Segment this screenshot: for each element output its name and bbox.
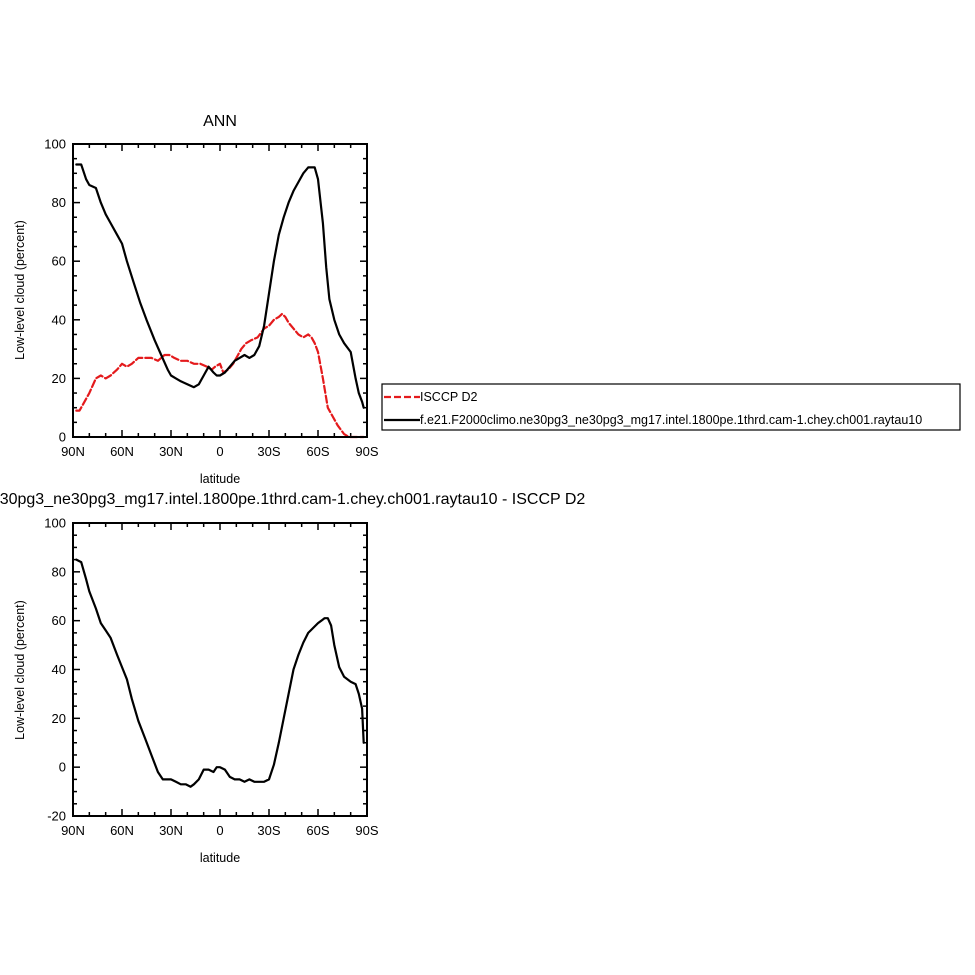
y-tick-label: 80 xyxy=(52,564,66,579)
top-series-lines xyxy=(75,163,365,439)
x-tick-label: 30S xyxy=(257,823,280,838)
series-line-model xyxy=(75,558,365,788)
y-tick-label: 40 xyxy=(52,662,66,677)
top-y-axis-label: Low-level cloud (percent) xyxy=(13,220,27,360)
bottom-series-lines xyxy=(75,558,365,788)
y-tick-label: 100 xyxy=(44,137,66,152)
y-tick-label: 0 xyxy=(59,430,66,445)
top-axis-ticks: 90N 60N 30N 0 30S 60S 90S 0 20 40 60 80 100 xyxy=(44,137,379,460)
x-tick-label: 60N xyxy=(110,823,134,838)
x-tick-label: 60S xyxy=(306,444,329,459)
top-plot-frame xyxy=(72,143,368,438)
x-tick-label: 60N xyxy=(110,444,134,459)
x-tick-label: 60S xyxy=(306,823,329,838)
x-tick-label: 0 xyxy=(216,444,223,459)
x-tick-label: 0 xyxy=(216,823,223,838)
y-tick-label: -20 xyxy=(47,809,66,824)
bottom-panel: f.e21.F2000climo.ne30pg3_ne30pg3_mg17.in… xyxy=(0,491,585,865)
bottom-x-axis-label: latitude xyxy=(200,851,240,865)
y-tick-label: 80 xyxy=(52,195,66,210)
bottom-axis-ticks: 90N 60N 30N 0 30S 60S 90S -20 0 20 40 60 80 100 xyxy=(44,516,379,839)
x-tick-label: 30N xyxy=(159,444,183,459)
x-tick-label: 30N xyxy=(159,823,183,838)
y-tick-label: 0 xyxy=(59,760,66,775)
bottom-plot-frame xyxy=(72,522,368,817)
legend: ISCCP D2 f.e21.F2000climo.ne30pg3_ne30pg… xyxy=(381,383,961,431)
x-tick-label: 90N xyxy=(61,823,85,838)
y-tick-label: 60 xyxy=(52,613,66,628)
top-chart-title: ANN xyxy=(203,113,237,130)
y-tick-label: 20 xyxy=(52,371,66,386)
bottom-y-axis-label: Low-level cloud (percent) xyxy=(13,600,27,740)
x-tick-label: 90S xyxy=(355,823,378,838)
x-tick-label: 30S xyxy=(257,444,280,459)
y-tick-label: 20 xyxy=(52,711,66,726)
legend-label-model: f.e21.F2000climo.ne30pg3_ne30pg3_mg17.in… xyxy=(420,413,922,427)
x-tick-label: 90S xyxy=(355,444,378,459)
y-tick-label: 40 xyxy=(52,312,66,327)
legend-box xyxy=(381,383,961,431)
top-x-axis-label: latitude xyxy=(200,472,240,486)
y-tick-label: 60 xyxy=(52,254,66,269)
x-tick-label: 90N xyxy=(61,444,85,459)
y-tick-label: 100 xyxy=(44,516,66,531)
bottom-chart-title: f.e21.F2000climo.ne30pg3_ne30pg3_mg17.in… xyxy=(0,491,585,508)
legend-label-isccp: ISCCP D2 xyxy=(420,390,477,404)
series-line-model xyxy=(75,163,365,409)
top-panel: ANN 90N 60N 30N 0 30S 60S 90S 0 20 40 60 80 100 lati… xyxy=(13,113,379,486)
